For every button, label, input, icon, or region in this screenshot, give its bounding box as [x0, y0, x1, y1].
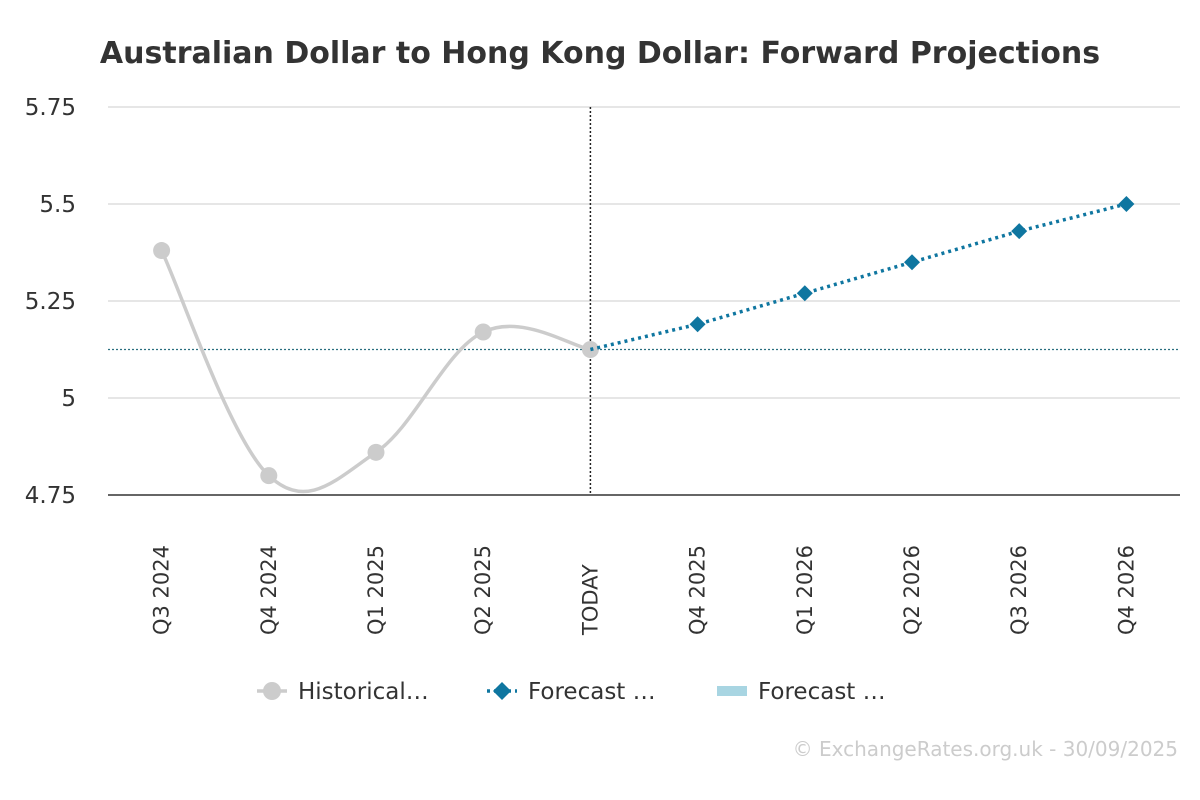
x-tick-label: Q4 2026 [1114, 545, 1138, 635]
x-tick-label: TODAY [578, 564, 602, 636]
reference-lines [108, 107, 1180, 495]
y-tick-label: 5 [61, 386, 76, 412]
historical-point [474, 323, 492, 341]
forecast-point [1011, 223, 1028, 240]
chart-title: Australian Dollar to Hong Kong Dollar: F… [100, 36, 1100, 71]
gridlines [108, 106, 1180, 399]
x-tick-label: Q3 2026 [1007, 545, 1031, 635]
legend-forecast-label: Forecast … [528, 679, 656, 705]
copyright-footer: © ExchangeRates.org.uk - 30/09/2025 [793, 737, 1178, 761]
y-axis: 4.75 5 5.25 5.5 5.75 [25, 95, 76, 509]
forecast-point [796, 285, 813, 302]
forecast-point [904, 254, 920, 271]
y-tick-label: 5.5 [39, 192, 76, 218]
x-tick-label: Q3 2024 [150, 545, 174, 635]
x-tick-label: Q4 2024 [257, 545, 281, 635]
x-tick-label: Q2 2025 [471, 545, 495, 635]
x-tick-label: Q1 2026 [793, 545, 817, 635]
y-tick-label: 5.25 [25, 289, 76, 315]
historical-point [367, 443, 385, 461]
legend[interactable]: Historical… Forecast … Forecast … [257, 679, 886, 705]
x-tick-label: Q4 2025 [686, 545, 710, 635]
x-axis: Q3 2024 Q4 2024 Q1 2025 Q2 2025 TODAY Q4 2025… [108, 494, 1180, 636]
x-tick-label: Q1 2025 [364, 545, 388, 635]
historical-point [260, 467, 278, 485]
legend-forecast-band-icon [717, 686, 747, 696]
historical-point [153, 242, 171, 260]
forecast-point [689, 316, 706, 333]
series [153, 196, 1135, 494]
y-tick-label: 5.75 [25, 95, 76, 121]
forecast-point [1118, 196, 1135, 212]
legend-historical-label: Historical… [298, 679, 429, 705]
x-tick-label: Q2 2026 [900, 545, 924, 635]
legend-forecast-band-label: Forecast … [758, 679, 886, 705]
forecast-line [589, 202, 1127, 352]
legend-forecast-diamond-icon [493, 682, 511, 700]
y-tick-label: 4.75 [25, 483, 76, 509]
legend-historical-circle-icon [263, 682, 281, 700]
